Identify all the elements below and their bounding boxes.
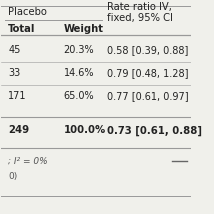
Text: 100.0%: 100.0% <box>64 125 106 135</box>
Text: 45: 45 <box>8 45 21 55</box>
Text: 0): 0) <box>8 172 18 181</box>
Text: 33: 33 <box>8 68 21 78</box>
Text: Weight: Weight <box>64 24 104 34</box>
Text: 171: 171 <box>8 91 27 101</box>
Text: 65.0%: 65.0% <box>64 91 94 101</box>
Text: 0.58 [0.39, 0.88]: 0.58 [0.39, 0.88] <box>107 45 189 55</box>
Text: 0.79 [0.48, 1.28]: 0.79 [0.48, 1.28] <box>107 68 189 78</box>
Text: 0.77 [0.61, 0.97]: 0.77 [0.61, 0.97] <box>107 91 189 101</box>
Text: 249: 249 <box>8 125 30 135</box>
Text: ; I² = 0%: ; I² = 0% <box>8 157 48 166</box>
Text: Placebo: Placebo <box>8 7 47 18</box>
Text: fixed, 95% CI: fixed, 95% CI <box>107 13 173 23</box>
Text: 0.73 [0.61, 0.88]: 0.73 [0.61, 0.88] <box>107 125 202 135</box>
Text: 20.3%: 20.3% <box>64 45 94 55</box>
Text: Rate ratio IV,: Rate ratio IV, <box>107 2 172 12</box>
Text: Total: Total <box>8 24 36 34</box>
Text: 14.6%: 14.6% <box>64 68 94 78</box>
